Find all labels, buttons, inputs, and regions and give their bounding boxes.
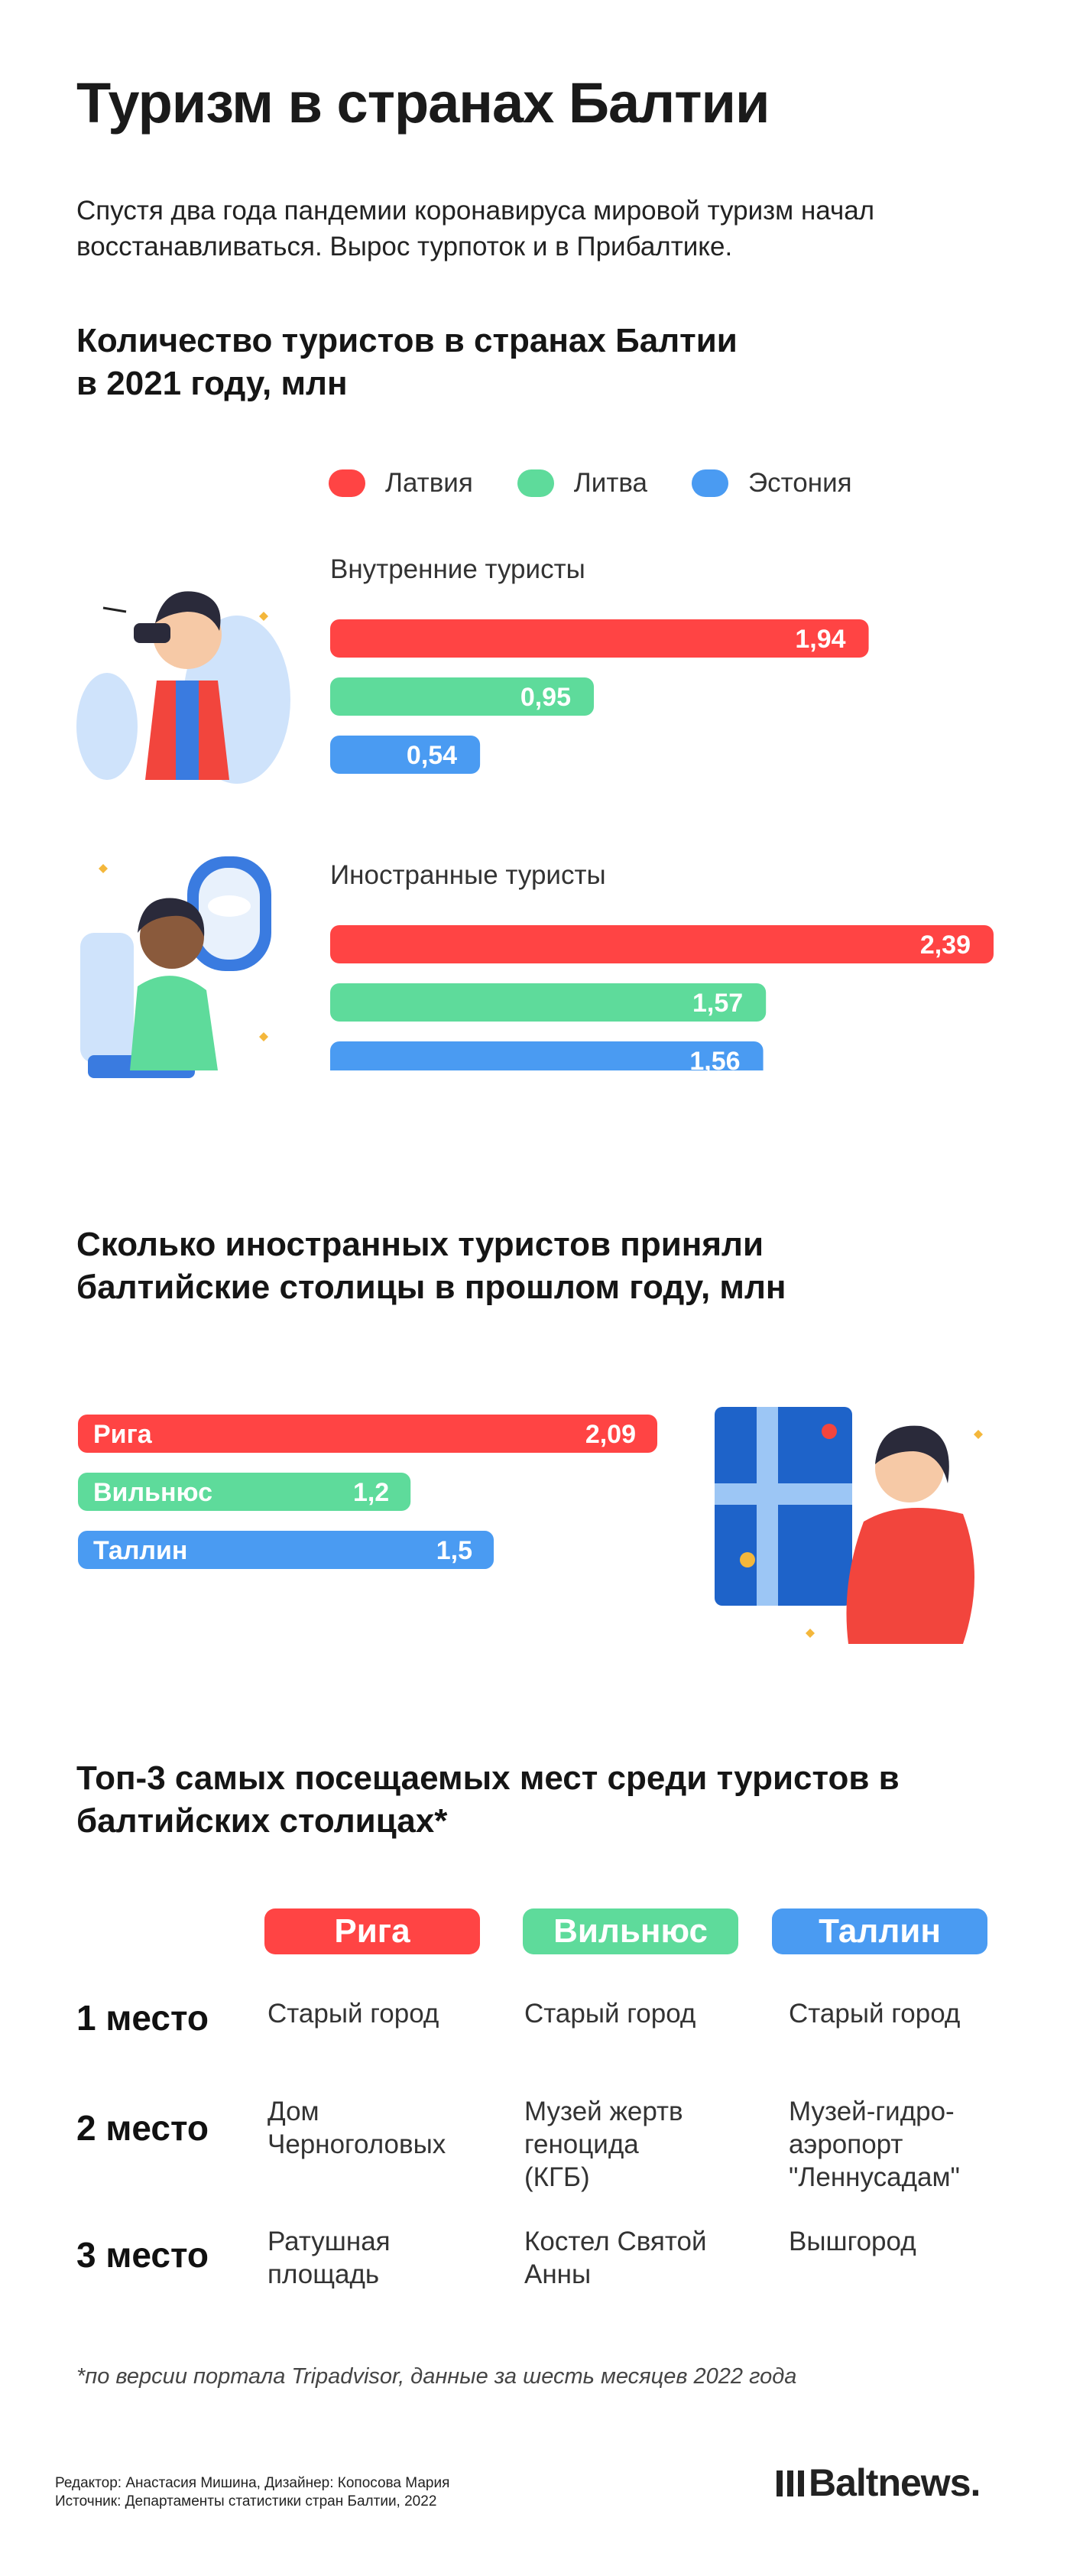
bar-value-label: 1,94 [795, 625, 845, 654]
bar-value-label: 2,39 [920, 931, 971, 960]
tourist-plane-illustration [80, 856, 271, 1078]
table-cell: Музей-гидро- аэропорт "Леннусадам" [789, 2097, 960, 2192]
credits-editor: Редактор: Анастасия Мишина, Дизайнер: Ко… [55, 2475, 450, 2491]
tourist-binoculars-illustration [76, 591, 290, 784]
line-deco [102, 606, 127, 613]
bar [330, 983, 767, 1022]
tourist-map-illustration [715, 1407, 983, 1644]
bar [330, 736, 481, 774]
legend-label-estonia: Эстония [748, 468, 852, 498]
seat-shape [80, 933, 134, 1063]
legend-item-estonia: Эстония [692, 468, 852, 499]
rank-label-1: 1 место [76, 1998, 209, 2038]
column-header-tallinn: Таллин [772, 1908, 987, 1954]
brand-name: Baltnews. [809, 2461, 981, 2504]
legend-swatch-estonia [692, 469, 729, 497]
tourists-by-country-chart: Внутренние туристы 1,94 0,95 0,54 Иностранны… [330, 554, 994, 1070]
rank-label-3: 3 место [76, 2235, 209, 2275]
legend-label-lithuania: Литва [573, 468, 648, 498]
bar-value-label: 2,09 [585, 1420, 636, 1449]
group-label: Внутренние туристы [330, 554, 585, 584]
sparkle-icon [806, 1629, 815, 1638]
group-label: Иностранные туристы [330, 860, 606, 890]
column-header-vilnius: Вильнюс [523, 1908, 738, 1954]
section1-title: Количество туристов в странах Балтии в 2… [76, 320, 738, 405]
head-shape [140, 905, 204, 969]
legend-item-latvia: Латвия [329, 468, 473, 499]
binoculars-icon [134, 623, 170, 643]
table-cell: Музей жертв геноцида (КГБ) [524, 2097, 683, 2192]
sparkle-icon [974, 1430, 983, 1439]
sweater-shape [130, 976, 218, 1070]
section3-title-line2: балтийских столицах* [76, 1802, 448, 1840]
bar-value-label: 1,5 [436, 1536, 472, 1565]
sparkle-icon [99, 864, 108, 873]
puffer-jacket-shape [846, 1508, 974, 1644]
bar-category-label: Рига [93, 1420, 153, 1449]
legend-swatch-lithuania [517, 469, 554, 497]
bar-value-label: 1,2 [353, 1478, 389, 1507]
legend-item-lithuania: Литва [517, 468, 647, 499]
footnote: *по версии портала Tripadvisor, данные з… [76, 2364, 797, 2389]
bar [330, 677, 595, 716]
hair-shape [138, 898, 205, 937]
bar-category-label: Таллин [93, 1536, 187, 1565]
credits-source: Источник: Департаменты статистики стран … [55, 2493, 437, 2509]
tshirt-shape [176, 681, 199, 780]
bar [78, 1531, 494, 1569]
head-shape [153, 600, 222, 669]
section1-title-line2: в 2021 году, млн [76, 365, 348, 402]
hair-shape [875, 1425, 949, 1483]
map-road-shape [715, 1483, 852, 1505]
bar-value-label: 1,57 [692, 989, 743, 1018]
bar [330, 619, 869, 658]
legend-swatch-latvia [329, 469, 365, 497]
section1-title-line1: Количество туристов в странах Балтии [76, 322, 738, 359]
rank-label-2: 2 место [76, 2108, 209, 2148]
page-title: Туризм в странах Балтии [76, 71, 770, 135]
section2-title: Сколько иностранных туристов приняли бал… [76, 1223, 786, 1309]
bar [330, 925, 994, 963]
intro-text: Спустя два года пандемии коронавируса ми… [76, 196, 875, 261]
section3-title: Топ-3 самых посещаемых мест среди турист… [76, 1757, 900, 1843]
table-cell: Старый город [524, 1999, 696, 2029]
table-cell: Дом Черноголовых [268, 2097, 446, 2159]
brand-bars-icon [777, 2470, 804, 2496]
section2-title-line1: Сколько иностранных туристов приняли [76, 1226, 764, 1263]
map-road-shape [757, 1407, 778, 1606]
leaf-shape [76, 673, 138, 780]
table-cell: Старый город [268, 1999, 439, 2029]
sparkle-icon [259, 612, 268, 621]
map-pin-icon [822, 1424, 837, 1439]
bar [78, 1473, 411, 1511]
bar [78, 1415, 657, 1453]
brand-logo: Baltnews. [775, 2461, 981, 2505]
bar-value-label: 1,56 [689, 1047, 740, 1070]
bar-value-label: 0,95 [520, 683, 571, 712]
table-cell: Ратушная площадь [268, 2227, 391, 2289]
table-cell: Костел Святой Анны [524, 2227, 707, 2289]
column-header-riga: Рига [264, 1908, 480, 1954]
legend-label-latvia: Латвия [385, 468, 473, 498]
bar-value-label: 0,54 [407, 741, 457, 770]
section3-title-line1: Топ-3 самых посещаемых мест среди турист… [76, 1759, 900, 1797]
hair-shape [155, 591, 221, 631]
credits: Редактор: Анастасия Мишина, Дизайнер: Ко… [55, 2474, 449, 2511]
section2-title-line2: балтийские столицы в прошлом году, млн [76, 1269, 786, 1306]
sparkle-icon [259, 1032, 268, 1041]
chart-legend: Латвия Литва Эстония [329, 468, 897, 499]
capitals-chart: Рига 2,09 Вильнюс 1,2 Таллин 1,5 [78, 1415, 657, 1569]
map-pin-icon [740, 1552, 755, 1567]
table-cell: Старый город [789, 1999, 961, 2029]
bar-category-label: Вильнюс [93, 1478, 212, 1507]
cloud-shape [208, 895, 251, 917]
bar [330, 1041, 764, 1070]
table-cell: Вышгород [789, 2227, 916, 2256]
